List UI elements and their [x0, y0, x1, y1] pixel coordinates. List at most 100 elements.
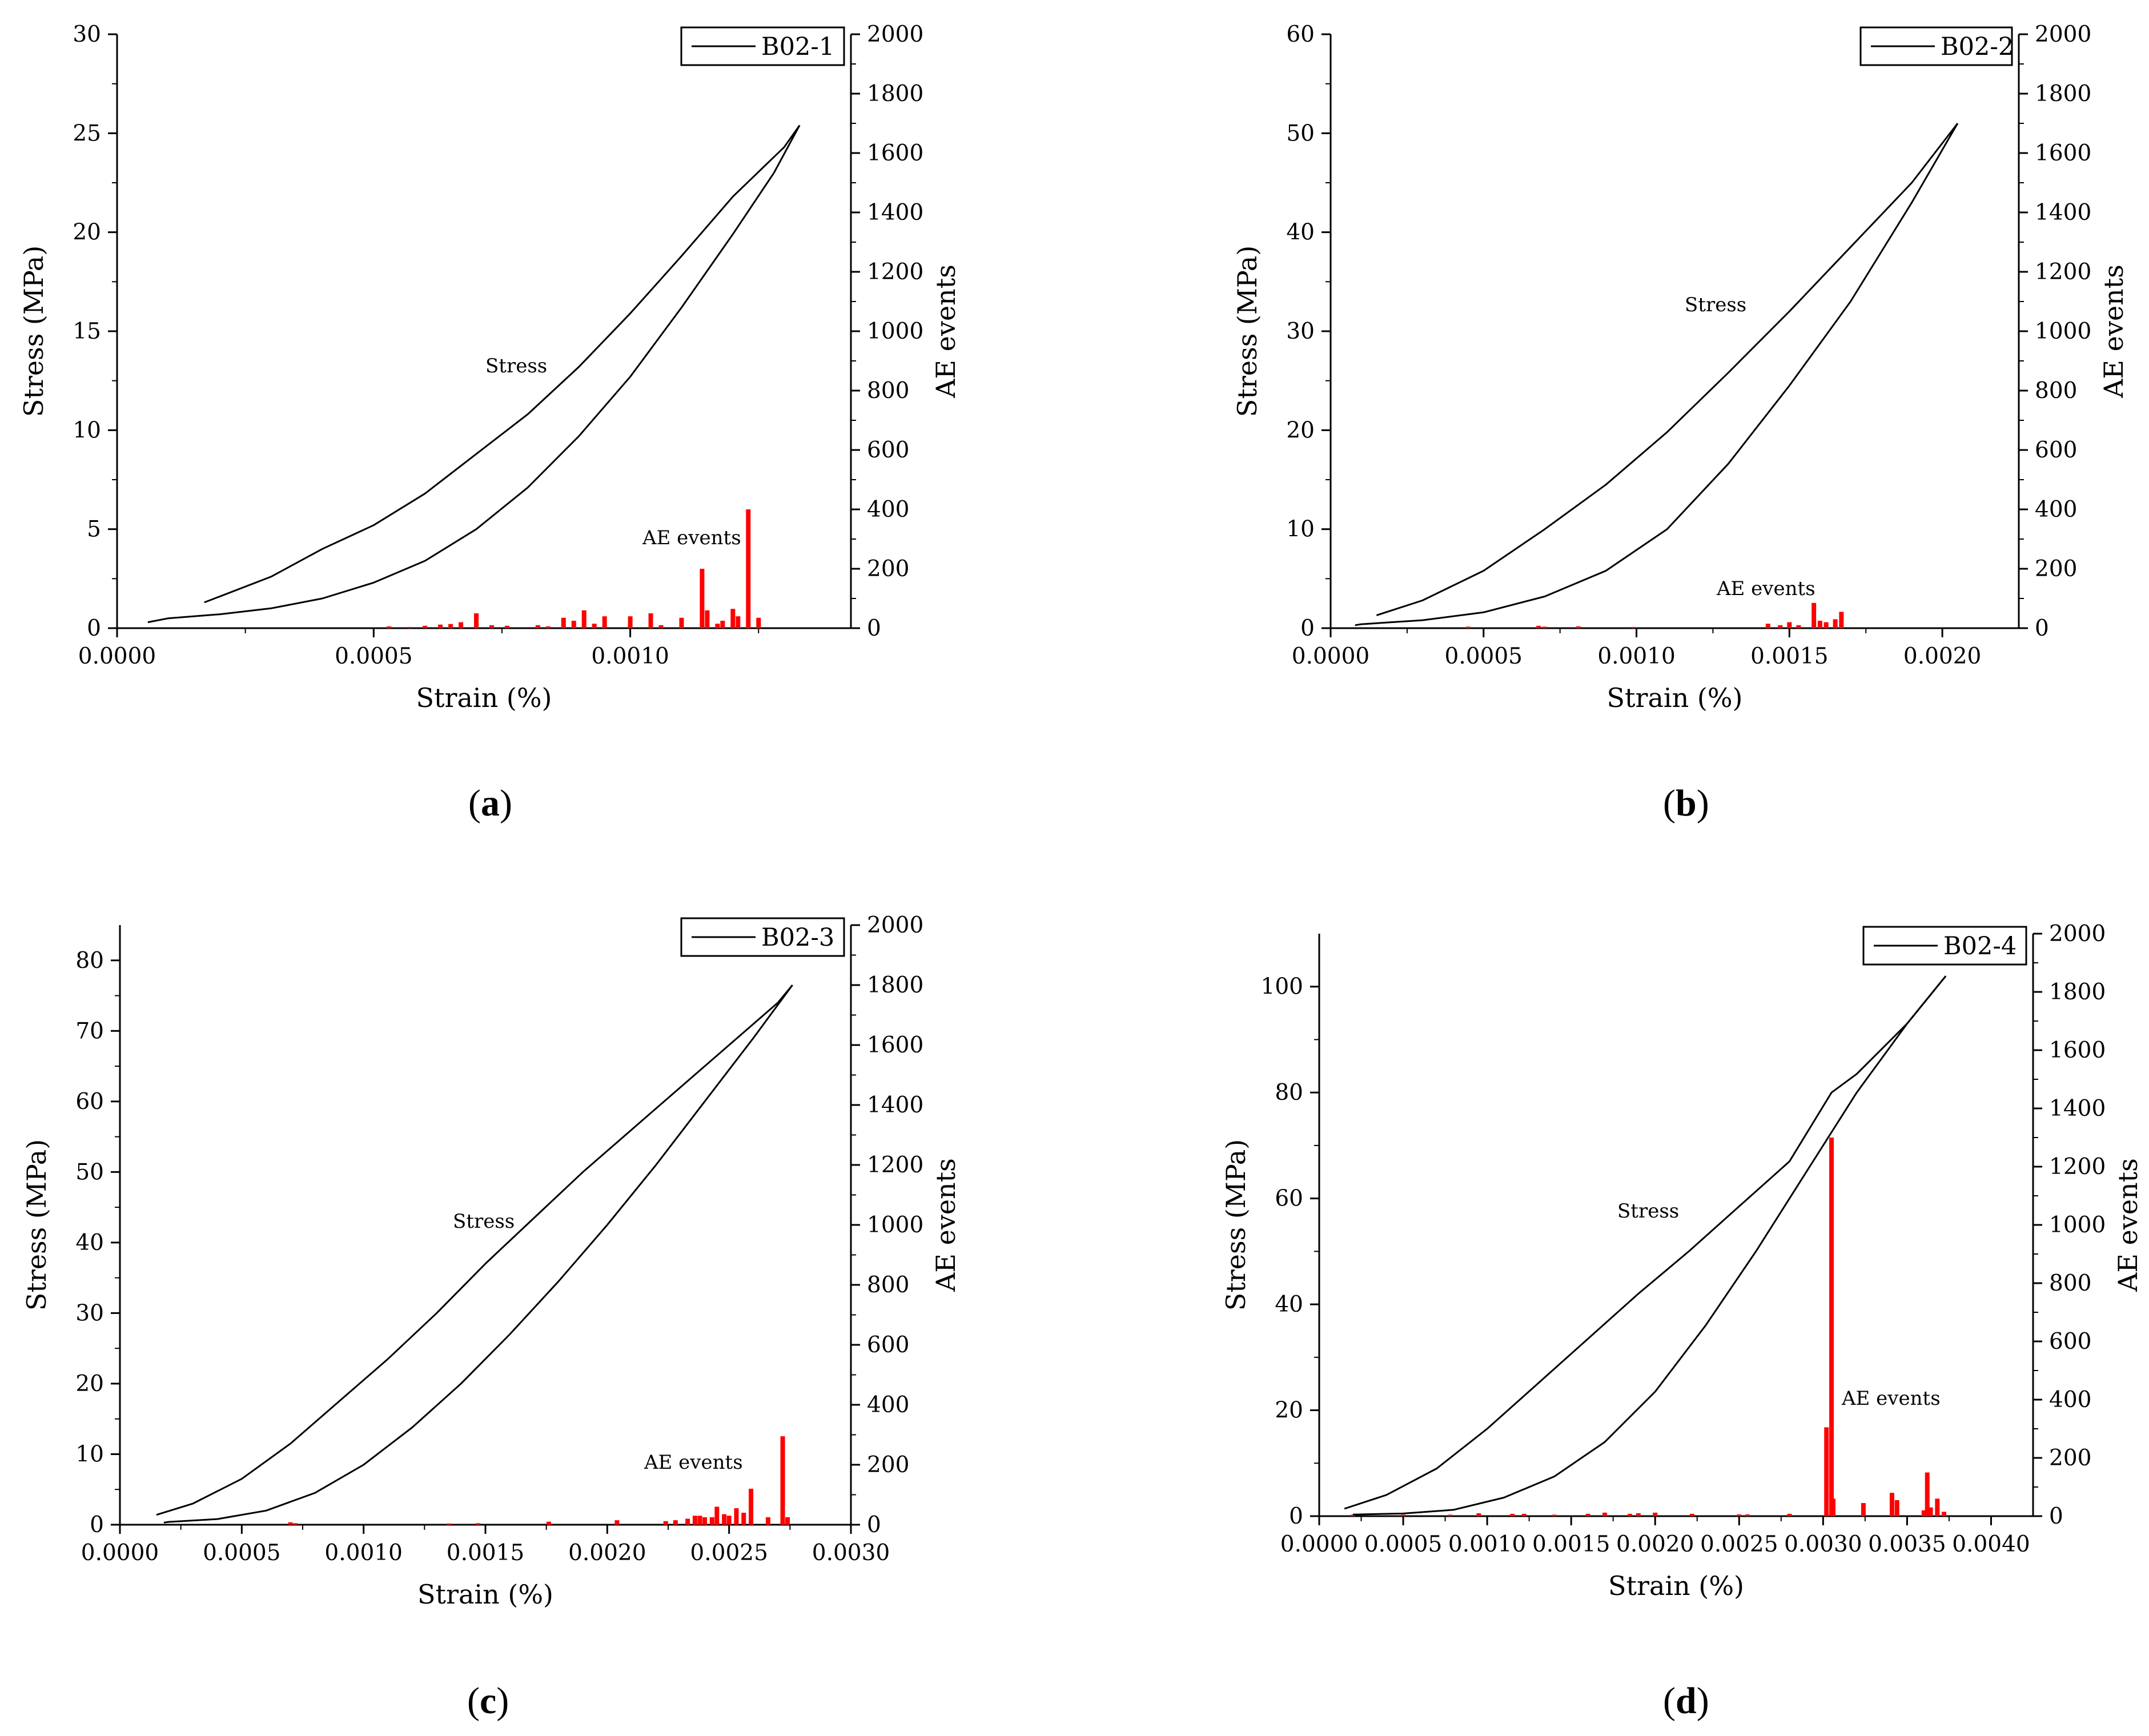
y2-tick-label: 1400 — [2049, 1096, 2106, 1122]
y2-tick-label: 0 — [2035, 616, 2049, 641]
chart-panel-c: 0102030405060708002004006008001000120014… — [21, 913, 961, 1722]
ae-event-bar — [423, 625, 428, 628]
y-tick-label: 0 — [90, 1512, 104, 1538]
ae-event-bar — [1829, 1138, 1834, 1516]
y-tick-label: 0 — [87, 616, 101, 641]
ae-event-bar — [736, 616, 741, 628]
ae-event-bar — [1536, 625, 1541, 628]
ae-event-bar — [1636, 1513, 1641, 1516]
ae-event-bar — [602, 616, 607, 628]
y-tick-label: 0 — [1289, 1504, 1303, 1529]
ae-event-bar — [741, 1513, 746, 1525]
ae-event-bar — [571, 621, 576, 628]
ae-event-bar — [407, 626, 412, 628]
x-tick-label: 0.0000 — [1292, 644, 1369, 669]
y-tick-label: 50 — [75, 1159, 104, 1185]
stress-unloading-line — [1352, 975, 1947, 1516]
ae-event-bar — [1817, 621, 1822, 628]
y2-tick-label: 1200 — [867, 259, 923, 285]
y-axis-title: Stress (MPa) — [1220, 1139, 1251, 1311]
y-tick-label: 0 — [1300, 616, 1315, 641]
y-tick-label: 25 — [73, 120, 101, 146]
panel-label-close: ) — [1697, 1680, 1709, 1722]
ae-event-bar — [1653, 1512, 1658, 1516]
ae-event-bar — [765, 1517, 770, 1525]
ae-event-bar — [1787, 622, 1792, 628]
ae-event-bar — [648, 613, 653, 628]
y2-tick-label: 1000 — [867, 1212, 923, 1238]
y2-tick-label: 1800 — [867, 81, 923, 107]
ae-events-annotation: AE events — [644, 1451, 743, 1474]
ae-event-bar — [658, 625, 664, 628]
panel-label-letter: c — [480, 1680, 496, 1722]
y2-tick-label: 1400 — [867, 1092, 923, 1118]
x-tick-label: 0.0020 — [568, 1540, 646, 1566]
ae-event-bar — [288, 1522, 293, 1525]
y2-axis-title: AE events — [930, 264, 961, 399]
stress-unloading-line — [147, 124, 801, 624]
y2-tick-label: 0 — [2049, 1504, 2063, 1529]
ae-event-bar — [1466, 626, 1471, 628]
ae-event-bar — [628, 616, 633, 628]
ae-event-bar — [1796, 625, 1801, 628]
ae-event-bar — [535, 625, 540, 628]
ae-event-bar — [692, 1516, 697, 1525]
ae-event-bar — [1631, 626, 1636, 628]
x-tick-label: 0.0030 — [1784, 1532, 1862, 1557]
ae-event-bar — [293, 1523, 298, 1525]
y-tick-label: 20 — [1275, 1398, 1303, 1424]
ae-event-bar — [1921, 1510, 1926, 1516]
stress-loading-line — [204, 124, 801, 604]
y2-tick-label: 200 — [867, 1452, 909, 1478]
y2-axis-title: AE events — [930, 1158, 961, 1292]
y2-tick-label: 600 — [2035, 437, 2077, 463]
y2-tick-label: 2000 — [867, 22, 923, 47]
ae-event-bar — [1935, 1498, 1940, 1516]
y2-tick-label: 1800 — [2035, 81, 2091, 107]
panel-label-open: ( — [468, 782, 481, 824]
ae-events-annotation: AE events — [1716, 577, 1815, 600]
y2-tick-label: 1200 — [2049, 1154, 2106, 1180]
y2-tick-label: 400 — [867, 497, 909, 523]
x-tick-label: 0.0025 — [690, 1540, 768, 1566]
panel-label: (c) — [467, 1680, 509, 1722]
ae-event-bar — [448, 624, 453, 628]
y-tick-label: 10 — [73, 417, 101, 443]
legend-label: B02-3 — [761, 923, 834, 952]
y2-tick-label: 1800 — [2049, 979, 2106, 1005]
x-tick-label: 0.0015 — [1750, 644, 1828, 669]
ae-event-bar — [1401, 1514, 1406, 1516]
y2-tick-label: 2000 — [2049, 921, 2106, 947]
ae-event-bar — [720, 621, 725, 628]
y2-tick-label: 400 — [867, 1392, 909, 1418]
panel-label-letter: d — [1676, 1680, 1697, 1722]
x-axis-title: Strain (%) — [417, 1579, 553, 1610]
ae-event-bar — [1542, 626, 1547, 628]
ae-event-bar — [1521, 1513, 1527, 1516]
y-tick-label: 60 — [1286, 22, 1315, 47]
x-tick-label: 0.0000 — [81, 1540, 159, 1566]
x-tick-label: 0.0030 — [812, 1540, 890, 1566]
y2-tick-label: 200 — [2035, 556, 2077, 582]
y-tick-label: 60 — [1275, 1186, 1303, 1212]
panel-label-letter: b — [1676, 782, 1697, 824]
stress-unloading-line — [1355, 123, 1959, 626]
panel-label-open: ( — [1663, 782, 1676, 824]
ae-event-bar — [714, 1506, 720, 1525]
ae-event-bar — [705, 610, 710, 628]
y2-tick-label: 600 — [867, 437, 909, 463]
x-tick-label: 0.0005 — [1364, 1532, 1442, 1557]
y2-tick-label: 400 — [2049, 1387, 2091, 1413]
legend-label: B02-2 — [1941, 33, 2014, 61]
ae-event-bar — [726, 1516, 732, 1525]
ae-event-bar — [1585, 1513, 1590, 1516]
ae-event-bar — [1823, 622, 1829, 628]
stress-unloading-line — [163, 984, 793, 1524]
stress-annotation: Stress — [1617, 1200, 1679, 1223]
y-tick-label: 80 — [1275, 1080, 1303, 1106]
panel-label: (d) — [1663, 1680, 1709, 1722]
ae-event-bar — [709, 1517, 714, 1525]
ae-event-bar — [673, 1520, 678, 1525]
y2-tick-label: 600 — [2049, 1329, 2091, 1355]
